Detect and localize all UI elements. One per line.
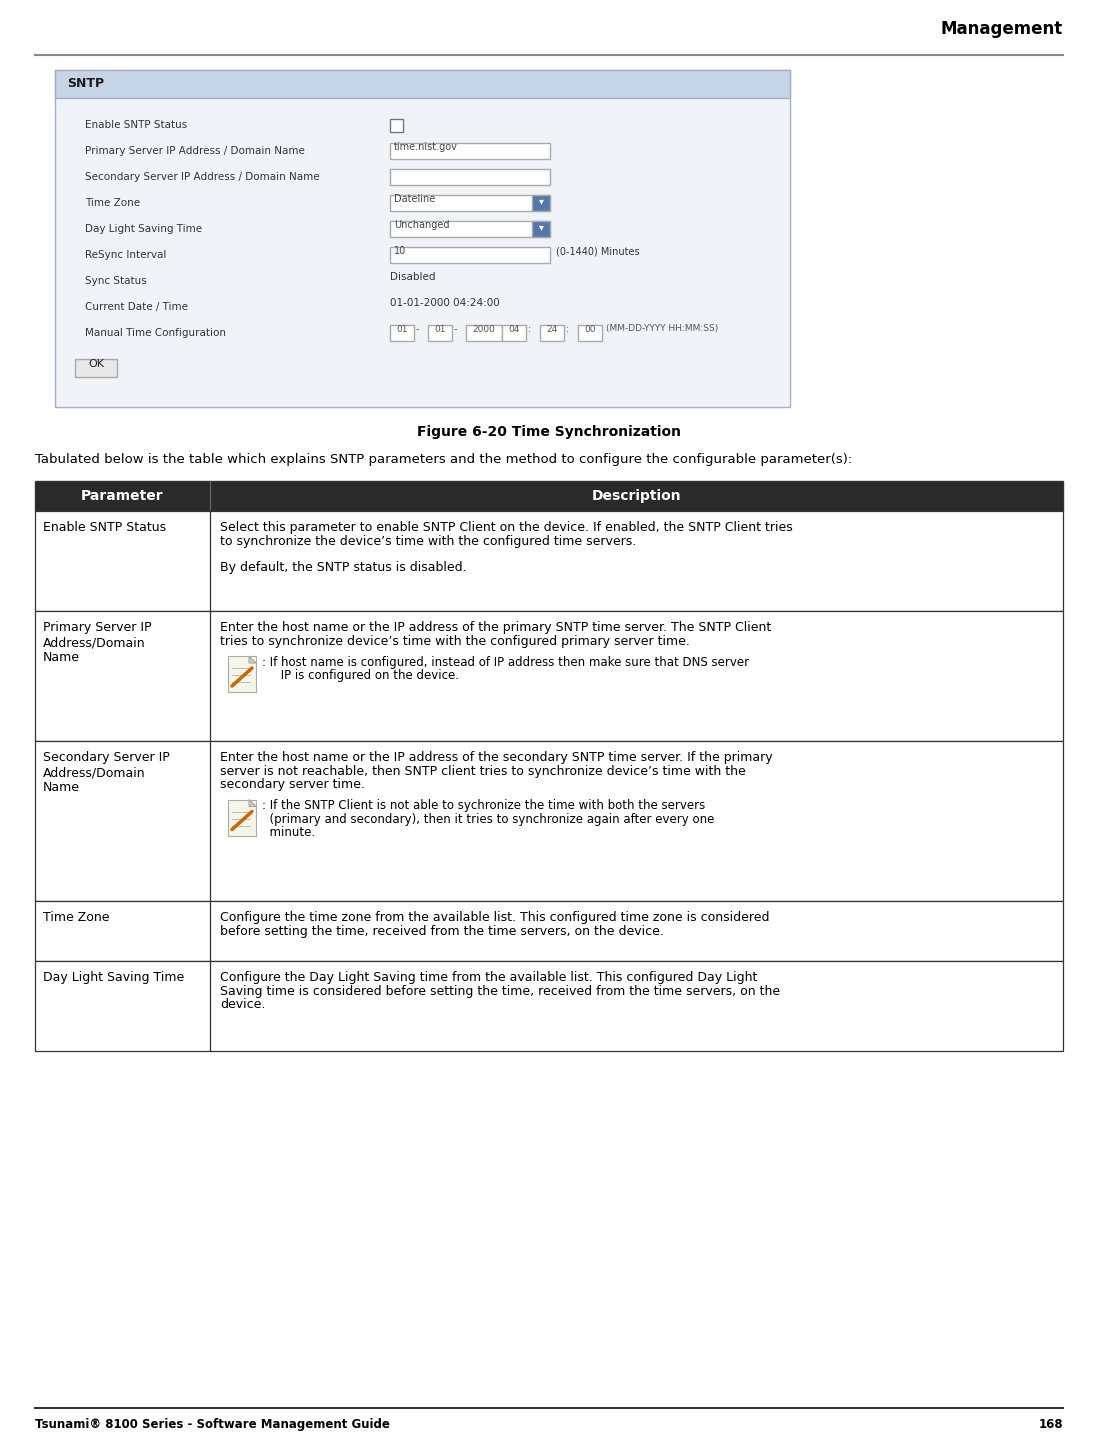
Text: Enter the host name or the IP address of the secondary SNTP time server. If the : Enter the host name or the IP address of… — [220, 750, 773, 765]
Bar — [390, 325, 414, 341]
Polygon shape — [249, 799, 256, 806]
Text: 01: 01 — [434, 325, 446, 334]
Bar — [540, 325, 564, 341]
Text: 04: 04 — [508, 325, 519, 334]
Text: ▾: ▾ — [538, 196, 544, 206]
Text: 01: 01 — [396, 325, 407, 334]
Text: : If the SNTP Client is not able to sychronize the time with both the servers: : If the SNTP Client is not able to sych… — [262, 799, 705, 812]
Text: ReSync Interval: ReSync Interval — [85, 251, 167, 261]
Bar — [390, 195, 550, 211]
Bar — [533, 221, 550, 238]
Bar — [35, 481, 1063, 511]
Text: IP is configured on the device.: IP is configured on the device. — [262, 670, 459, 683]
Text: (MM-DD-YYYY HH:MM:SS): (MM-DD-YYYY HH:MM:SS) — [606, 325, 718, 334]
Text: Disabled: Disabled — [390, 272, 436, 282]
Bar — [228, 799, 256, 835]
Text: Dateline: Dateline — [394, 193, 435, 203]
Text: 01-01-2000 04:24:00: 01-01-2000 04:24:00 — [390, 298, 500, 308]
Text: server is not reachable, then SNTP client tries to synchronize device’s time wit: server is not reachable, then SNTP clien… — [220, 765, 746, 778]
Text: Parameter: Parameter — [81, 488, 164, 503]
Text: Management: Management — [941, 20, 1063, 39]
Text: Sync Status: Sync Status — [85, 276, 147, 286]
Text: Secondary Server IP Address / Domain Name: Secondary Server IP Address / Domain Nam… — [85, 172, 320, 182]
Text: Unchanged: Unchanged — [394, 221, 449, 231]
Text: Primary Server IP
Address/Domain
Name: Primary Server IP Address/Domain Name — [43, 621, 152, 664]
Text: Secondary Server IP
Address/Domain
Name: Secondary Server IP Address/Domain Name — [43, 750, 170, 793]
Bar — [502, 325, 526, 341]
Text: Manual Time Configuration: Manual Time Configuration — [85, 328, 226, 338]
Text: Configure the time zone from the available list. This configured time zone is co: Configure the time zone from the availab… — [220, 911, 770, 924]
Text: 168: 168 — [1039, 1418, 1063, 1431]
Text: OK: OK — [88, 359, 104, 369]
Text: :: : — [565, 324, 569, 334]
Text: time.nist.gov: time.nist.gov — [394, 142, 458, 152]
Text: -: - — [416, 324, 419, 334]
Text: Enter the host name or the IP address of the primary SNTP time server. The SNTP : Enter the host name or the IP address of… — [220, 621, 771, 634]
Text: tries to synchronize device’s time with the configured primary server time.: tries to synchronize device’s time with … — [220, 634, 690, 647]
Text: -: - — [453, 324, 458, 334]
Bar — [390, 143, 550, 159]
Text: device.: device. — [220, 998, 266, 1011]
Bar — [35, 611, 1063, 740]
Text: ▾: ▾ — [538, 222, 544, 232]
Bar — [55, 70, 789, 407]
Text: Figure 6-20 Time Synchronization: Figure 6-20 Time Synchronization — [417, 425, 681, 440]
Bar — [578, 325, 602, 341]
Text: Current Date / Time: Current Date / Time — [85, 302, 188, 312]
Text: Tsunami® 8100 Series - Software Management Guide: Tsunami® 8100 Series - Software Manageme… — [35, 1418, 390, 1431]
Text: Enable SNTP Status: Enable SNTP Status — [43, 521, 166, 534]
Text: Saving time is considered before setting the time, received from the time server: Saving time is considered before setting… — [220, 985, 780, 998]
Bar — [390, 169, 550, 185]
Text: Description: Description — [592, 488, 682, 503]
Text: Configure the Day Light Saving time from the available list. This configured Day: Configure the Day Light Saving time from… — [220, 971, 758, 984]
Text: before setting the time, received from the time servers, on the device.: before setting the time, received from t… — [220, 925, 664, 938]
Text: minute.: minute. — [262, 826, 315, 839]
Text: 00: 00 — [584, 325, 596, 334]
Bar — [35, 961, 1063, 1051]
Text: :: : — [528, 324, 531, 334]
Text: Time Zone: Time Zone — [43, 911, 110, 924]
Text: to synchronize the device’s time with the configured time servers.: to synchronize the device’s time with th… — [220, 534, 636, 547]
Text: Primary Server IP Address / Domain Name: Primary Server IP Address / Domain Name — [85, 146, 305, 156]
Bar — [428, 325, 452, 341]
Bar — [75, 359, 117, 377]
Text: Enable SNTP Status: Enable SNTP Status — [85, 120, 188, 130]
Text: Select this parameter to enable SNTP Client on the device. If enabled, the SNTP : Select this parameter to enable SNTP Cli… — [220, 521, 793, 534]
Text: (0-1440) Minutes: (0-1440) Minutes — [556, 246, 640, 256]
Text: secondary server time.: secondary server time. — [220, 778, 365, 790]
Text: Day Light Saving Time: Day Light Saving Time — [43, 971, 184, 984]
Bar — [55, 70, 789, 97]
Bar — [35, 740, 1063, 901]
Bar — [35, 511, 1063, 611]
Text: SNTP: SNTP — [67, 77, 104, 90]
Text: 24: 24 — [547, 325, 558, 334]
Bar — [390, 246, 550, 263]
Bar — [390, 119, 403, 132]
Bar — [533, 195, 550, 211]
Text: Time Zone: Time Zone — [85, 198, 141, 208]
Text: Day Light Saving Time: Day Light Saving Time — [85, 223, 202, 233]
Bar — [390, 221, 550, 238]
Text: Tabulated below is the table which explains SNTP parameters and the method to co: Tabulated below is the table which expla… — [35, 453, 852, 465]
Polygon shape — [249, 656, 256, 663]
Bar — [228, 656, 256, 692]
Text: 2000: 2000 — [472, 325, 495, 334]
Text: By default, the SNTP status is disabled.: By default, the SNTP status is disabled. — [220, 561, 467, 574]
Bar — [466, 325, 502, 341]
Text: : If host name is configured, instead of IP address then make sure that DNS serv: : If host name is configured, instead of… — [262, 656, 749, 669]
Text: 10: 10 — [394, 246, 406, 256]
Bar — [35, 901, 1063, 961]
Text: (primary and secondary), then it tries to synchronize again after every one: (primary and secondary), then it tries t… — [262, 813, 715, 826]
